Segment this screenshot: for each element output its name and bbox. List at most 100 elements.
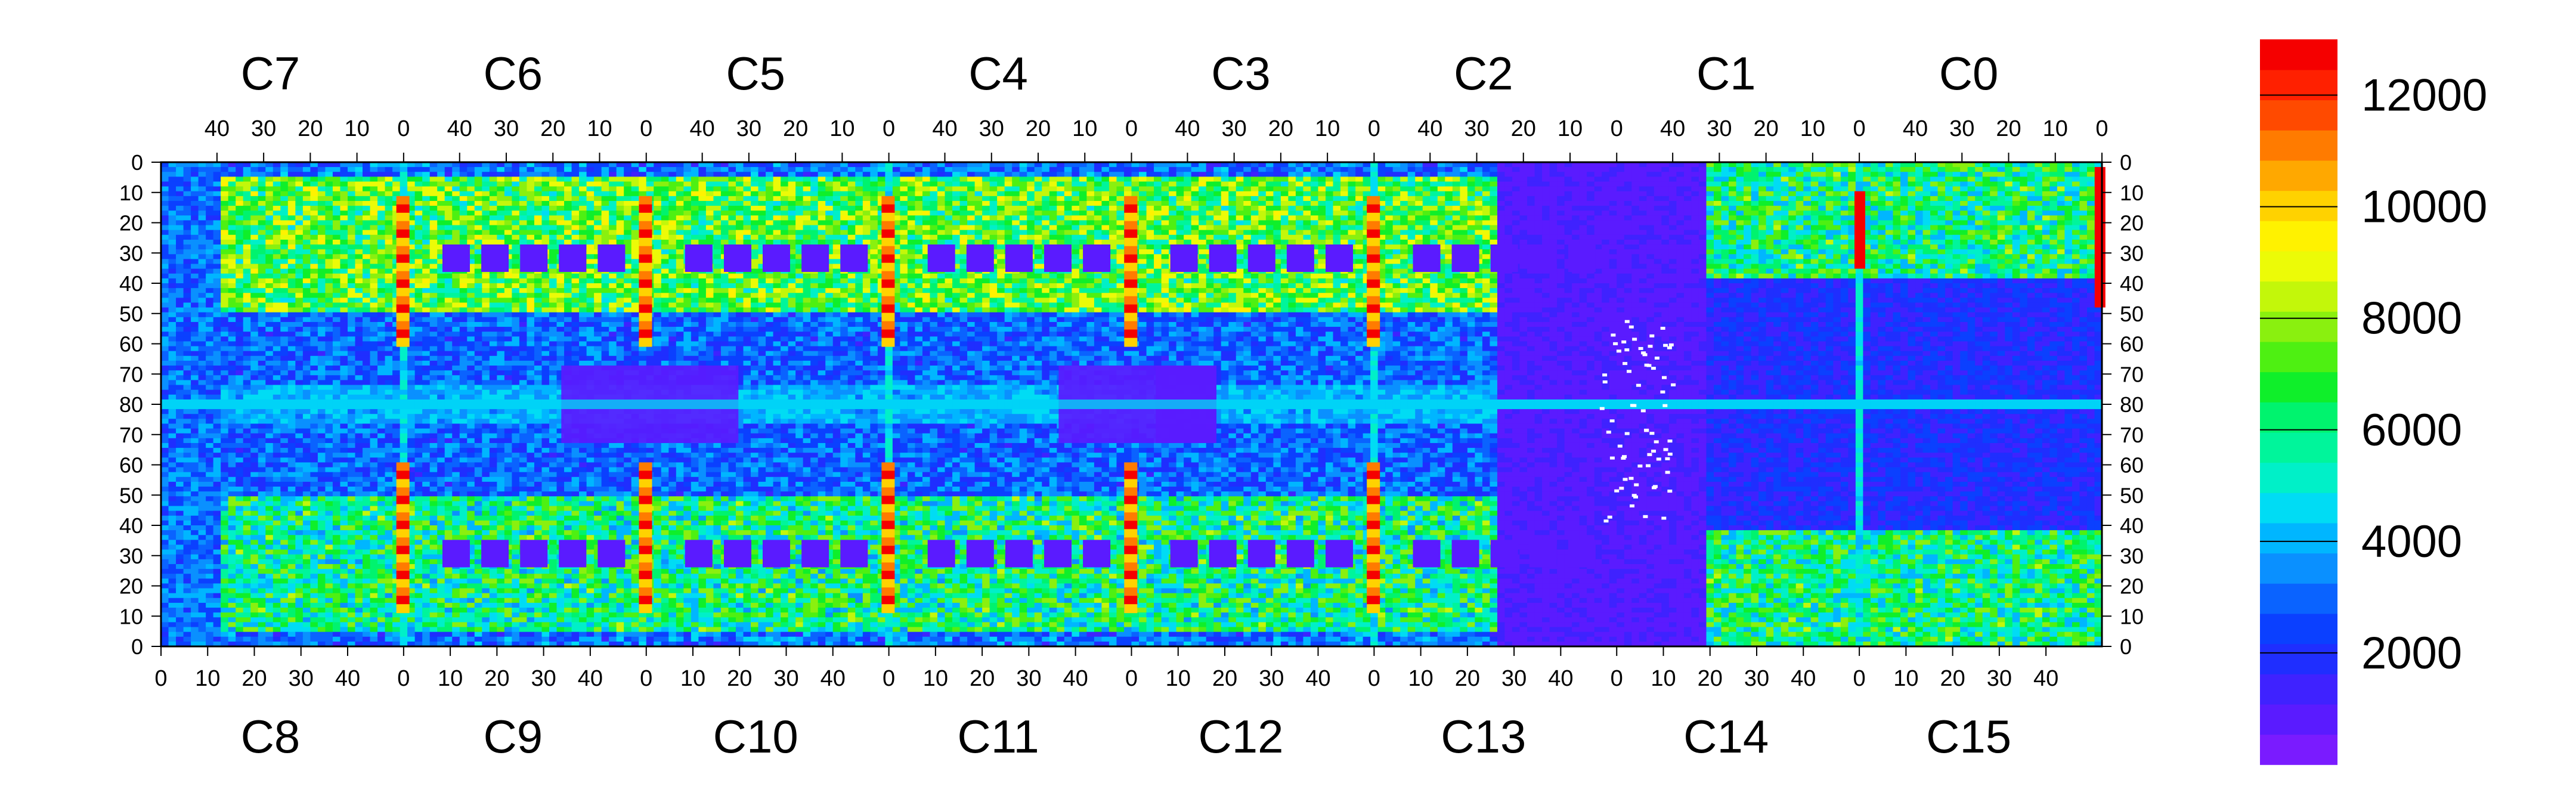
hot-column-segment <box>639 305 652 314</box>
hot-column-segment <box>397 479 410 488</box>
hot-column-segment <box>397 521 410 530</box>
bottom-chip-label: C14 <box>1683 710 1769 763</box>
hot-column-segment <box>1124 296 1137 305</box>
low-gain-pad <box>597 244 625 272</box>
hot-column-segment <box>1124 512 1137 521</box>
hot-column-segment <box>397 246 410 255</box>
colorbar-segment <box>2260 160 2337 191</box>
hot-column-segment <box>1367 604 1380 613</box>
hot-column-segment <box>881 596 894 605</box>
right-row-tick-label: 70 <box>2120 423 2144 447</box>
top-column-tick-label: 40 <box>1660 116 1685 141</box>
top-column-tick-label: 20 <box>1996 116 2021 141</box>
top-column-tick-label: 20 <box>783 116 808 141</box>
dead-pixel <box>1624 348 1629 351</box>
hot-column-segment <box>639 604 652 613</box>
hot-column-segment <box>639 487 652 496</box>
low-gain-pad <box>1326 540 1353 567</box>
bottom-column-tick-label: 0 <box>1611 666 1623 691</box>
bottom-chip-label: C12 <box>1198 710 1283 763</box>
hot-column-segment <box>881 330 894 339</box>
top-column-tick-label: 0 <box>1125 116 1138 141</box>
dead-pixel <box>1662 376 1667 379</box>
hot-column-segment <box>397 313 410 322</box>
left-row-tick-label: 60 <box>119 332 143 357</box>
hot-column-segment <box>881 604 894 613</box>
hot-column-segment <box>639 196 652 205</box>
right-row-tick-label: 0 <box>2120 634 2132 659</box>
hot-column-segment <box>1367 462 1380 471</box>
dead-pixel <box>1644 429 1649 432</box>
dead-pixel <box>1641 351 1646 354</box>
hot-column-segment <box>881 554 894 563</box>
low-gain-pad <box>763 244 790 272</box>
left-row-tick-label: 30 <box>119 241 143 265</box>
dead-pixel <box>1669 343 1674 346</box>
bottom-column-tick-label: 30 <box>1987 666 2012 691</box>
hot-column-segment <box>881 305 894 314</box>
hot-column-segment <box>639 205 652 213</box>
bottom-column-tick-label: 0 <box>154 666 167 691</box>
colorbar-segment <box>2260 311 2337 342</box>
hot-column-segment <box>639 321 652 330</box>
bottom-column-tick-label: 40 <box>1305 666 1330 691</box>
hot-column-segment <box>881 587 894 596</box>
bottom-column-tick-label: 10 <box>1166 666 1191 691</box>
dead-pixel <box>1649 335 1654 338</box>
hot-column-segment <box>1124 571 1137 580</box>
top-column-tick-label: 10 <box>1072 116 1097 141</box>
left-row-tick-label: 0 <box>131 150 143 175</box>
hot-column-segment <box>881 230 894 239</box>
low-gain-pad <box>1171 244 1198 272</box>
hot-column-segment <box>397 263 410 272</box>
hot-column-segment <box>881 479 894 488</box>
hot-column-segment <box>881 246 894 255</box>
low-gain-pad <box>1209 244 1237 272</box>
top-column-tick-label: 40 <box>1417 116 1442 141</box>
hot-column-segment <box>397 587 410 596</box>
low-gain-pad <box>801 244 829 272</box>
dead-pixel <box>1648 345 1653 348</box>
left-row-tick-label: 50 <box>119 483 143 507</box>
top-column-tick-label: 20 <box>1268 116 1293 141</box>
dead-pixel <box>1651 450 1656 453</box>
hot-column-segment <box>1367 338 1380 347</box>
top-column-tick-label: 40 <box>1175 116 1200 141</box>
hot-column-segment <box>1367 221 1380 230</box>
dead-pixel <box>1614 490 1619 493</box>
dead-pixel <box>1633 496 1638 499</box>
dead-pixel <box>1664 448 1668 451</box>
bottom-column-tick-label: 10 <box>195 666 220 691</box>
low-gain-pad <box>481 540 509 567</box>
hot-column-segment <box>1367 213 1380 222</box>
hot-column-segment <box>881 221 894 230</box>
dead-pixel <box>1661 327 1665 330</box>
hot-column-segment <box>639 230 652 239</box>
hot-column-segment <box>1367 554 1380 563</box>
right-row-tick-label: 60 <box>2120 332 2144 357</box>
right-row-tick-label: 40 <box>2120 513 2144 538</box>
bottom-column-tick-label: 0 <box>1125 666 1138 691</box>
hot-column-segment <box>1367 296 1380 305</box>
hot-column-segment <box>397 230 410 239</box>
bottom-column-tick-label: 20 <box>1940 666 1965 691</box>
hot-column-segment <box>1367 562 1380 571</box>
hot-column-segment <box>1367 305 1380 314</box>
bottom-column-tick-label: 20 <box>970 666 995 691</box>
low-gain-pad <box>1083 540 1110 567</box>
dead-pixel <box>1665 457 1670 460</box>
hot-column-segment <box>1367 280 1380 289</box>
hot-column-segment <box>639 271 652 280</box>
hot-column-segment <box>1124 238 1137 247</box>
hot-column-segment <box>881 271 894 280</box>
dead-pixel <box>1662 404 1667 407</box>
bottom-column-tick-label: 30 <box>1016 666 1041 691</box>
hot-column-segment <box>1124 554 1137 563</box>
right-row-tick-label: 30 <box>2120 544 2144 568</box>
low-gain-pad <box>442 244 470 272</box>
colorbar-tick-label: 4000 <box>2361 516 2462 567</box>
dead-pixel <box>1630 404 1635 407</box>
top-column-tick-label: 10 <box>1558 116 1583 141</box>
low-gain-pad <box>1287 244 1314 272</box>
colorbar-segment <box>2260 493 2337 523</box>
